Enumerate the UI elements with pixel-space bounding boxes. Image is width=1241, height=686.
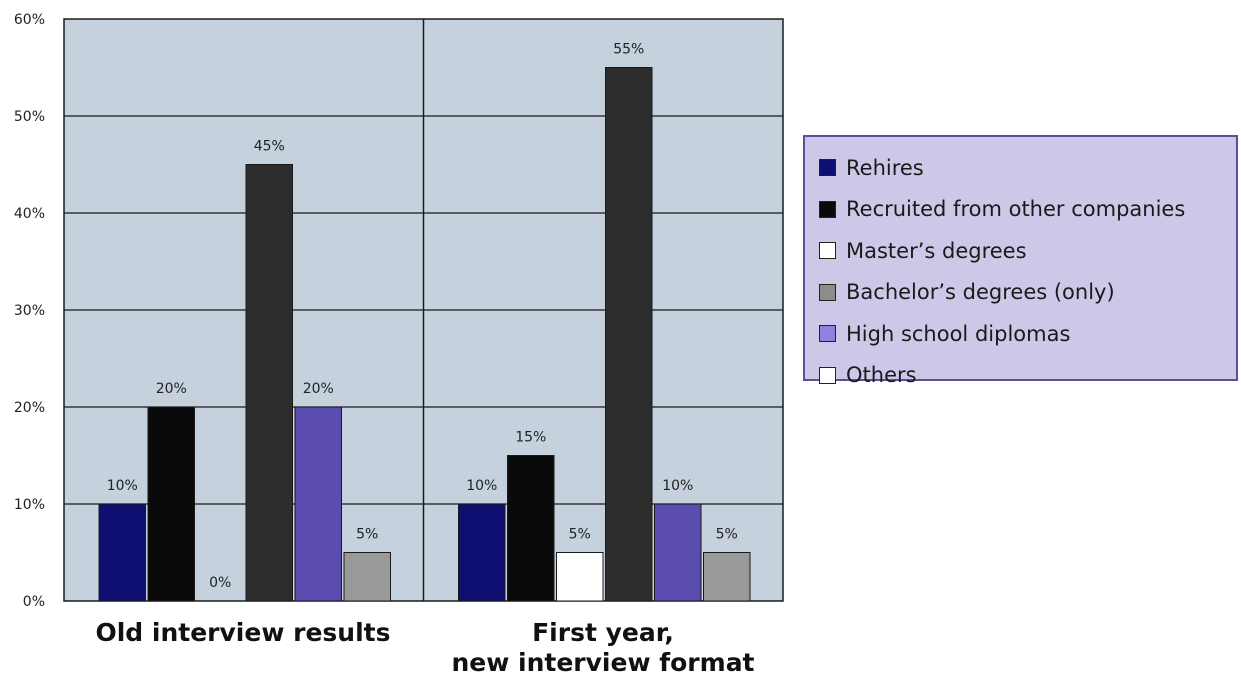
data-label: 5% [356, 527, 378, 543]
data-label: 0% [209, 575, 231, 591]
y-tick-label: 50% [14, 109, 45, 125]
data-label: 45% [254, 139, 285, 155]
legend-item-recruited: Recruited from other companies [819, 189, 1236, 231]
data-label: 10% [662, 478, 693, 494]
y-tick-label: 0% [23, 594, 45, 610]
data-label: 15% [515, 430, 546, 446]
bar [98, 503, 146, 602]
data-labels: 10% 20% 0% 45% 20% 5% 10% 15% 5% 55% 10% 5% [107, 42, 738, 592]
data-label: 10% [107, 478, 138, 494]
y-tick-label: 10% [14, 497, 45, 513]
data-label: 10% [466, 478, 497, 494]
bar [605, 67, 653, 602]
legend: Rehires Recruited from other companies M… [803, 135, 1238, 387]
legend-item-masters: Master’s degrees [819, 230, 1236, 272]
data-label: 20% [156, 381, 187, 397]
bar [507, 455, 555, 602]
bar [458, 503, 506, 602]
legend-swatch-masters [819, 242, 836, 260]
bar [245, 164, 293, 602]
data-label: 55% [613, 42, 644, 58]
y-tick-label: 20% [14, 400, 45, 416]
legend-swatch-others [819, 366, 836, 384]
legend-swatch-high-school [819, 325, 836, 343]
legend-swatch-recruited [819, 200, 836, 218]
legend-label-bachelors: Bachelor’s degrees (only) [846, 280, 1115, 305]
y-tick-label: 30% [14, 303, 45, 319]
bar [654, 503, 702, 602]
y-tick-label: 40% [14, 206, 45, 222]
legend-label-recruited: Recruited from other companies [846, 197, 1186, 222]
legend-label-high-school: High school diplomas [846, 321, 1071, 346]
data-label: 5% [716, 527, 738, 543]
legend-item-high-school: High school diplomas [819, 313, 1236, 355]
data-label: 5% [569, 527, 591, 543]
category-label-new-interview: First year, new interview format [451, 618, 755, 677]
bar [294, 406, 342, 602]
data-label: 20% [303, 381, 334, 397]
legend-swatch-rehires [819, 159, 836, 177]
y-tick-label: 60% [14, 12, 45, 28]
legend-item-rehires: Rehires [819, 147, 1236, 189]
y-axis: 0% 10% 20% 30% 40% 50% 60% [14, 12, 45, 610]
legend-label-masters: Master’s degrees [846, 238, 1027, 263]
bar [343, 552, 391, 602]
legend-swatch-bachelors [819, 283, 836, 301]
bar [556, 552, 604, 602]
bar [147, 406, 195, 602]
legend-label-rehires: Rehires [846, 155, 924, 180]
category-label-old-interview: Old interview results [95, 618, 391, 647]
bars [98, 67, 751, 602]
legend-item-others: Others [819, 355, 1236, 397]
legend-item-bachelors: Bachelor’s degrees (only) [819, 272, 1236, 314]
bar [703, 552, 751, 602]
legend-label-others: Others [846, 363, 917, 388]
